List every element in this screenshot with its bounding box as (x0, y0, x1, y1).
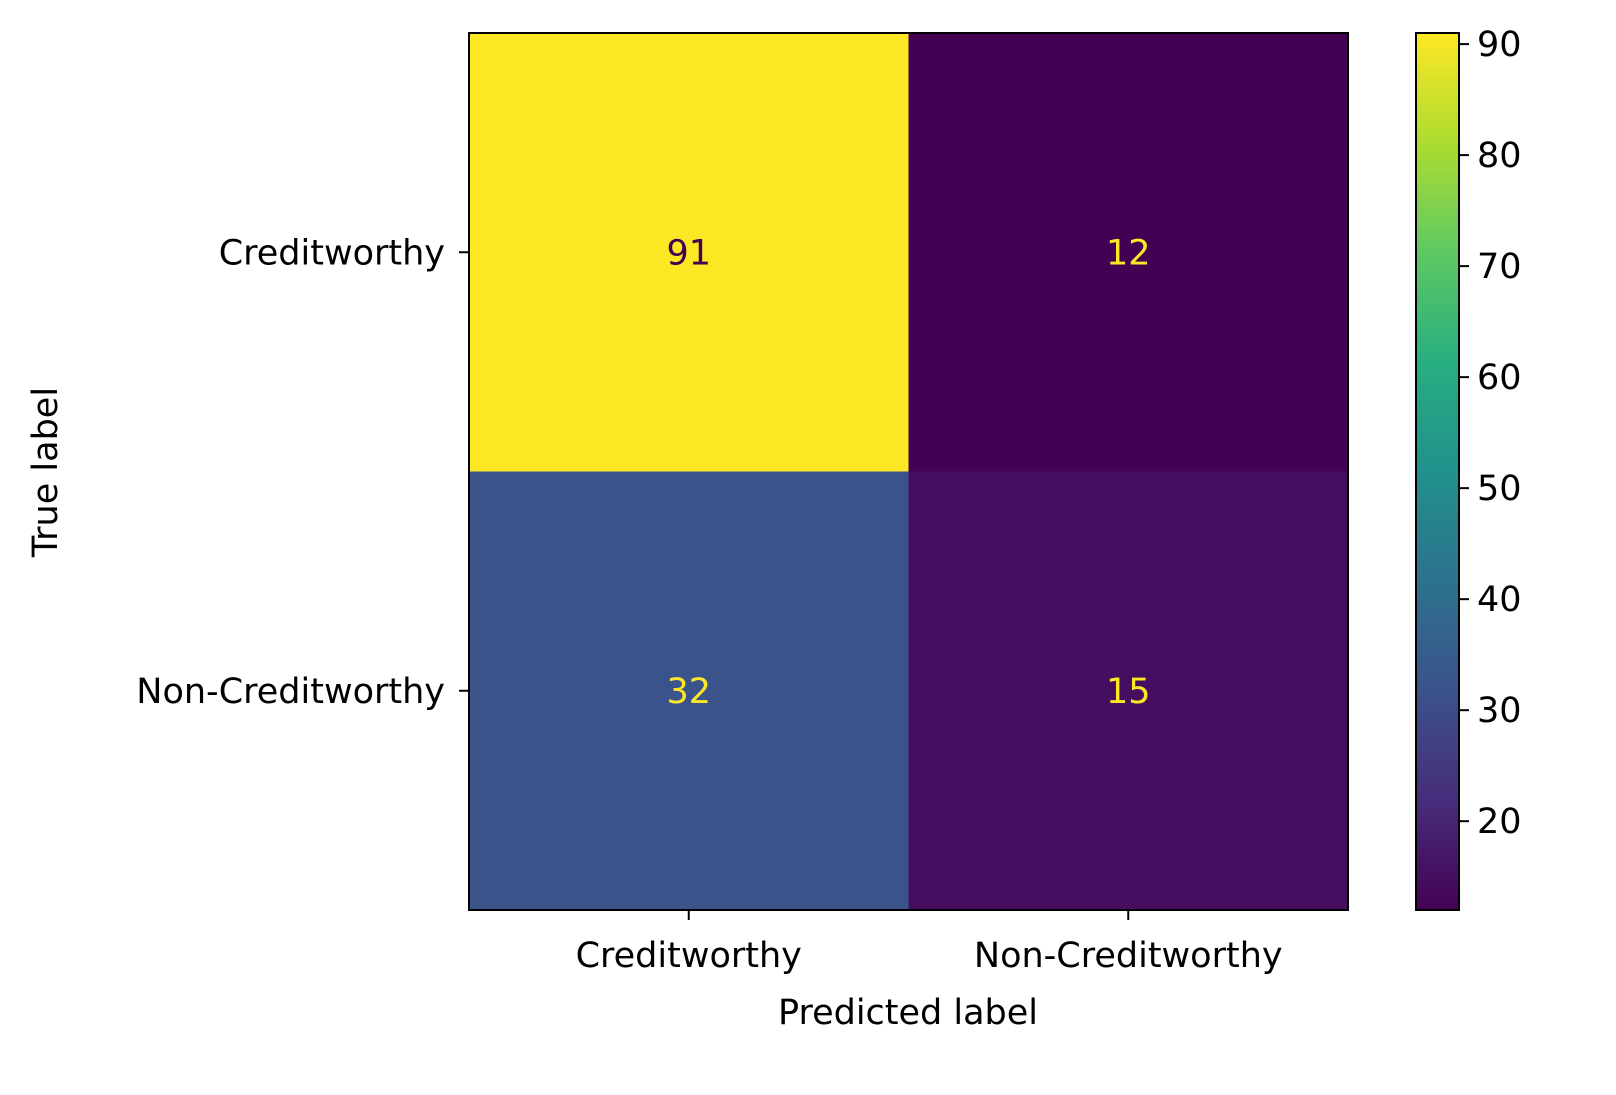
x-axis-label: Predicted label (778, 993, 1038, 1033)
heatmap-cell-labels: 91 12 32 15 (666, 233, 1150, 712)
colorbar (1415, 32, 1460, 911)
heatmap-cell (908, 33, 1349, 472)
y-tick-label: Non-Creditworthy (136, 672, 445, 712)
cell-value-label: 15 (1106, 672, 1151, 712)
y-axis-label: True label (26, 387, 66, 558)
colorbar-tick-label: 20 (1477, 802, 1522, 842)
x-axis-ticks: Creditworthy Non-Creditworthy (576, 910, 1283, 976)
heatmap-cell (469, 471, 909, 911)
heatmap-cells (469, 33, 1349, 911)
x-tick-label: Creditworthy (576, 936, 802, 976)
heatmap-cell (469, 33, 909, 472)
cell-value-label: 32 (666, 672, 711, 712)
y-tick-label: Creditworthy (219, 233, 445, 273)
colorbar-tick-label: 70 (1477, 247, 1522, 287)
colorbar-tick-label: 40 (1477, 580, 1522, 620)
colorbar-tick-label: 60 (1477, 358, 1522, 398)
cell-value-label: 12 (1106, 233, 1151, 273)
cell-value-label: 91 (666, 233, 711, 273)
plot-frame (468, 32, 1349, 911)
colorbar-tick-label: 30 (1477, 691, 1522, 731)
x-tick-label: Non-Creditworthy (974, 936, 1283, 976)
colorbar-tick-label: 90 (1477, 25, 1522, 65)
colorbar-ticks: 20 30 40 50 60 70 80 90 (1459, 25, 1522, 842)
colorbar-tick-label: 50 (1477, 469, 1522, 509)
y-axis-ticks: Creditworthy Non-Creditworthy (136, 233, 469, 712)
heatmap-cell (908, 471, 1349, 911)
colorbar-tick-label: 80 (1477, 136, 1522, 176)
